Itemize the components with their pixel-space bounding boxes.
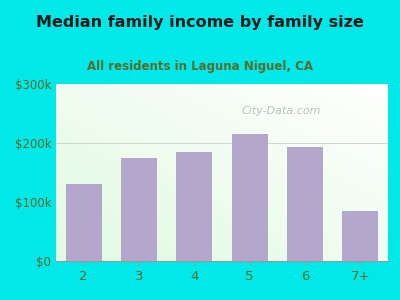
Bar (66, 184, 102, 261)
Text: City-Data.com: City-Data.com (242, 106, 322, 116)
Bar (342, 211, 378, 261)
Text: Median family income by family size: Median family income by family size (36, 15, 364, 30)
Bar (287, 147, 323, 261)
Bar (121, 158, 157, 261)
Bar (176, 152, 212, 261)
Bar (232, 134, 268, 261)
Text: All residents in Laguna Niguel, CA: All residents in Laguna Niguel, CA (87, 60, 313, 73)
